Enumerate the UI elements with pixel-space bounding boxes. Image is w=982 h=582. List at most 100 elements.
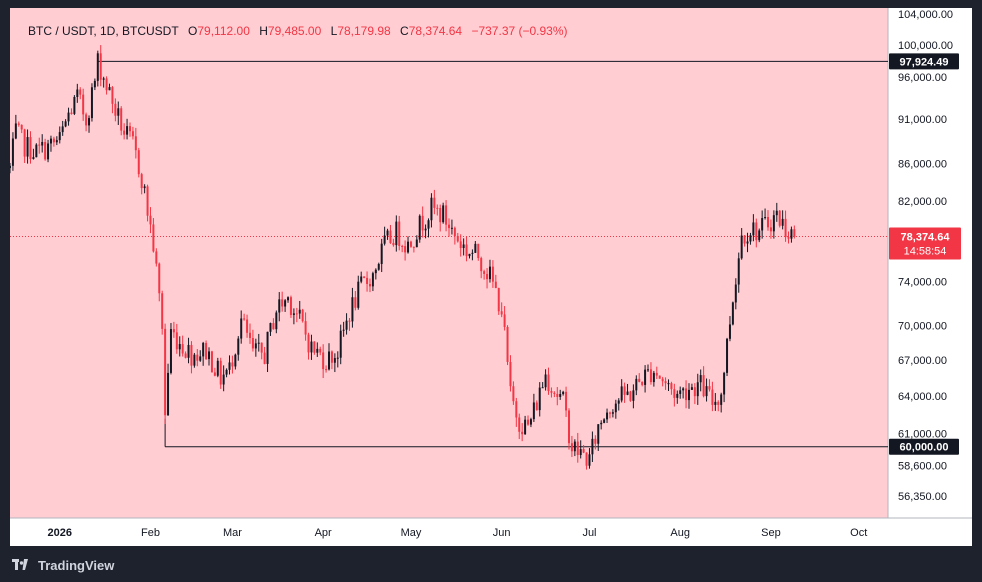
candle-body bbox=[749, 235, 752, 242]
candle bbox=[128, 122, 131, 137]
time-tick-label: Aug bbox=[670, 527, 690, 539]
candle bbox=[647, 364, 650, 372]
candle-body bbox=[199, 356, 202, 361]
time-axis-background[interactable] bbox=[10, 518, 972, 546]
candle-body bbox=[354, 297, 357, 308]
candle bbox=[547, 367, 550, 395]
candle bbox=[319, 346, 322, 356]
candle bbox=[702, 366, 705, 398]
price-axis-background[interactable] bbox=[888, 8, 972, 518]
candle bbox=[474, 241, 477, 254]
candle-body bbox=[450, 227, 453, 229]
bottom-level-price-label: 60,000.00 bbox=[889, 438, 959, 455]
candle bbox=[655, 366, 658, 379]
candle-body bbox=[793, 229, 796, 237]
candle bbox=[354, 291, 357, 311]
candle bbox=[445, 200, 448, 232]
candle-body bbox=[775, 210, 778, 216]
candle bbox=[269, 322, 272, 336]
candle-body bbox=[772, 215, 775, 232]
candle-body bbox=[556, 393, 559, 397]
tradingview-brand: TradingView bbox=[38, 557, 115, 573]
candle bbox=[374, 268, 377, 280]
candle-body bbox=[617, 400, 620, 404]
candle-body bbox=[336, 357, 339, 359]
candle-body bbox=[506, 326, 509, 362]
candle-body bbox=[462, 244, 465, 249]
candle-body bbox=[421, 215, 424, 231]
candle bbox=[155, 248, 158, 267]
candle-body bbox=[20, 124, 23, 130]
candle bbox=[769, 219, 772, 239]
candle bbox=[398, 215, 401, 251]
candle-body bbox=[439, 208, 442, 223]
candle bbox=[23, 128, 26, 163]
candle-body bbox=[284, 300, 287, 307]
tradingview-footer[interactable]: TradingView bbox=[12, 556, 114, 574]
candle bbox=[114, 98, 117, 122]
candle-body bbox=[82, 94, 85, 115]
candle-body bbox=[193, 354, 196, 366]
candle-body bbox=[240, 318, 243, 339]
candle-body bbox=[90, 87, 93, 119]
candle-body bbox=[453, 227, 456, 236]
candle-body bbox=[734, 284, 737, 303]
candle-body bbox=[389, 230, 392, 243]
price-tick-label: 74,000.00 bbox=[898, 277, 947, 289]
candle bbox=[152, 218, 155, 253]
price-tick-label: 67,000.00 bbox=[898, 355, 947, 367]
candle-body bbox=[345, 320, 348, 330]
candle bbox=[64, 119, 67, 128]
candle-body bbox=[17, 123, 20, 125]
time-tick-label: Jun bbox=[493, 527, 511, 539]
candle-body bbox=[573, 441, 576, 452]
candle-body bbox=[497, 287, 500, 312]
candle bbox=[357, 275, 360, 310]
symbol-title[interactable]: BTC / USDT, 1D, BTCUSDT bbox=[28, 24, 179, 38]
candle-body bbox=[169, 329, 172, 373]
candle-body bbox=[196, 354, 199, 361]
candle bbox=[254, 338, 257, 357]
candle bbox=[752, 214, 755, 242]
candle-body bbox=[295, 313, 298, 315]
candle-body bbox=[392, 242, 395, 246]
price-chart[interactable]: 104,000.00 100,000.00 96,000.00 91,000.00 86… bbox=[10, 8, 972, 546]
candle-body bbox=[515, 401, 518, 418]
candle-body bbox=[137, 150, 140, 175]
candle bbox=[392, 238, 395, 247]
candle bbox=[108, 83, 111, 91]
candle-body bbox=[494, 281, 497, 288]
candle-body bbox=[304, 321, 307, 335]
candle bbox=[44, 138, 47, 161]
candle-body bbox=[257, 342, 260, 344]
candle bbox=[737, 252, 740, 293]
candle-body bbox=[339, 330, 342, 358]
candle-body bbox=[263, 352, 266, 364]
candle bbox=[603, 418, 606, 424]
candle bbox=[696, 373, 699, 405]
candle bbox=[146, 184, 149, 222]
candle bbox=[685, 380, 688, 409]
candle bbox=[117, 101, 120, 125]
candle-body bbox=[272, 323, 275, 330]
candle-body bbox=[500, 311, 503, 315]
candle bbox=[313, 341, 316, 355]
candle bbox=[181, 335, 184, 357]
current-price-box bbox=[889, 227, 961, 260]
candle-body bbox=[266, 331, 269, 364]
candle-body bbox=[532, 402, 535, 420]
candle bbox=[90, 83, 93, 122]
candle-body bbox=[61, 126, 64, 133]
candle bbox=[79, 87, 82, 100]
candle bbox=[758, 228, 761, 243]
candle bbox=[345, 313, 348, 335]
candle bbox=[292, 308, 295, 325]
candle bbox=[626, 383, 629, 396]
candle-body bbox=[767, 217, 770, 228]
candle-body bbox=[11, 138, 14, 166]
candle bbox=[494, 274, 497, 289]
candle bbox=[658, 375, 661, 379]
candle-body bbox=[570, 443, 573, 452]
price-axis-ticks: 104,000.00 100,000.00 96,000.00 91,000.00 86… bbox=[898, 9, 953, 503]
candle bbox=[266, 331, 269, 373]
